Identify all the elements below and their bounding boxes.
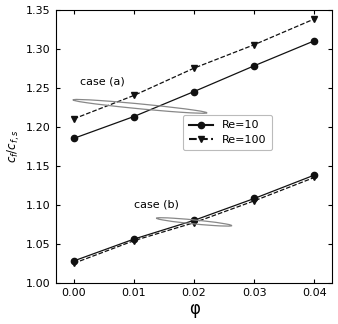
Legend: Re=10, Re=100: Re=10, Re=100 [183, 115, 272, 150]
X-axis label: φ: φ [189, 300, 199, 318]
Text: case (a): case (a) [80, 76, 124, 86]
Text: case (b): case (b) [134, 199, 179, 209]
Y-axis label: $c_f/c_{f,s}$: $c_f/c_{f,s}$ [5, 130, 22, 163]
